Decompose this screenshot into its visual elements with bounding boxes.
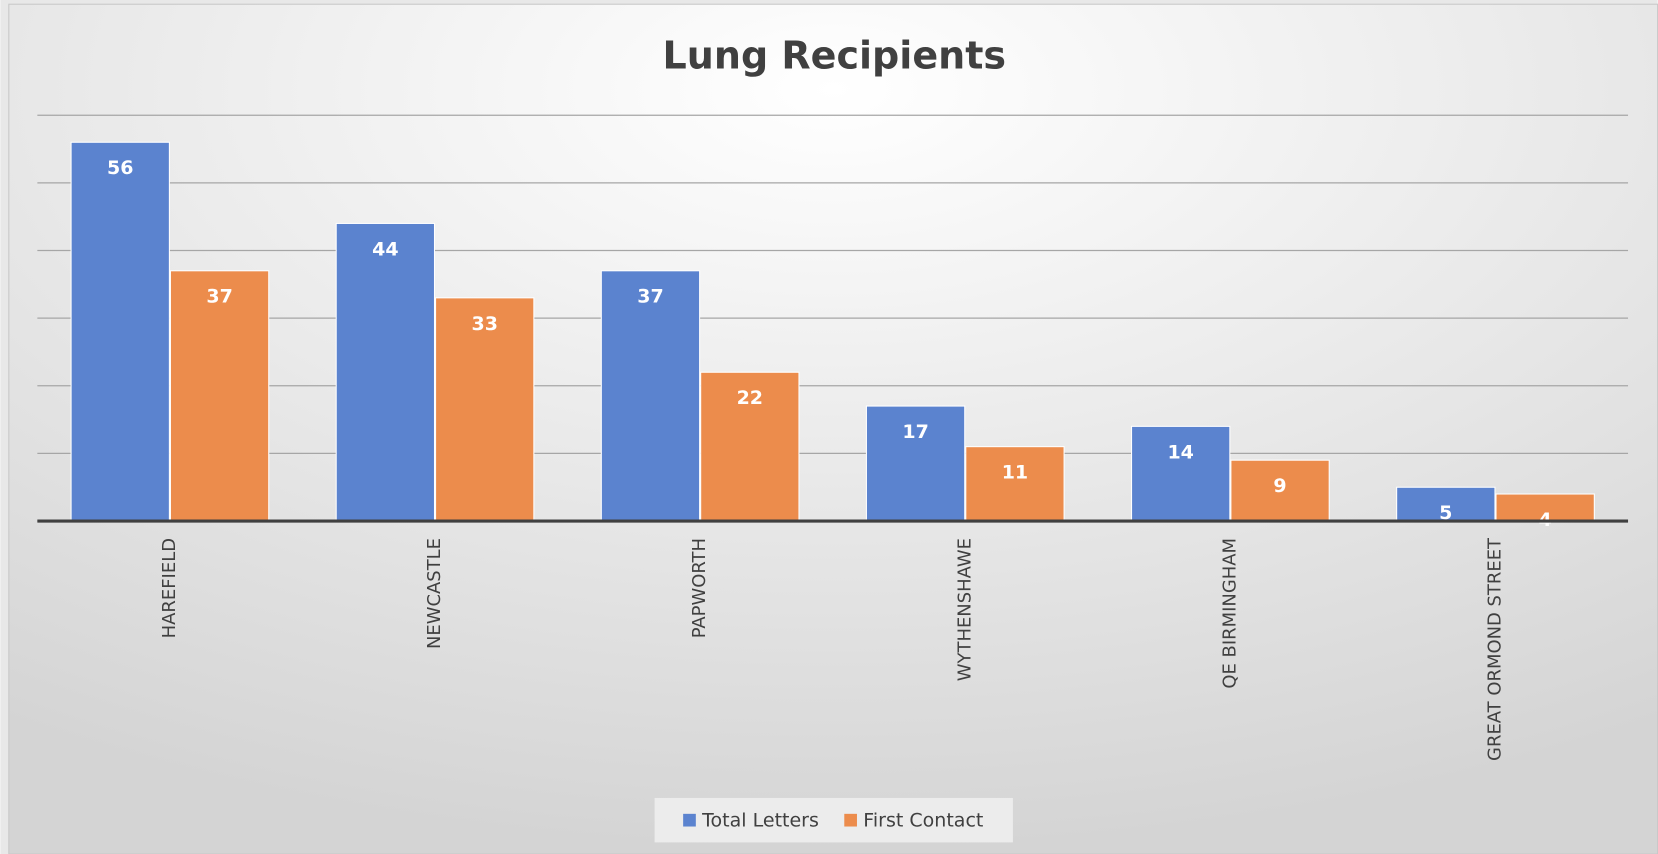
data-label: 5	[1439, 502, 1452, 524]
bar	[1495, 493, 1595, 522]
data-label: 56	[107, 157, 133, 179]
bar	[700, 371, 800, 522]
x-tick-label: NEWCASTLE	[424, 538, 445, 649]
data-label: 22	[737, 387, 763, 409]
bar	[435, 297, 535, 522]
bar	[1396, 486, 1496, 522]
data-label: 14	[1167, 441, 1193, 463]
data-label: 44	[372, 238, 398, 260]
legend-swatch	[844, 813, 857, 827]
legend-swatch	[683, 813, 696, 827]
bar	[965, 446, 1065, 522]
data-label: 11	[1002, 462, 1028, 484]
chart-title: Lung Recipients	[663, 34, 1006, 78]
data-label: 33	[471, 313, 497, 335]
bar	[865, 405, 966, 522]
x-tick-label: PAPWORTH	[689, 538, 710, 638]
bar	[169, 270, 270, 522]
bar	[1131, 425, 1231, 522]
x-tick-label: QE BIRMINGHAM	[1219, 538, 1240, 689]
bar	[335, 222, 436, 522]
legend-label: First Contact	[863, 810, 983, 832]
legend-label: Total Letters	[701, 810, 819, 832]
data-label: 37	[206, 286, 232, 308]
legend-box	[654, 797, 1013, 843]
data-label: 17	[902, 421, 928, 443]
bar	[600, 270, 701, 522]
data-label: 37	[637, 286, 663, 308]
x-tick-label: WYTHENSHAWE	[954, 538, 975, 681]
bar	[1230, 459, 1330, 522]
x-tick-label: GREAT ORMOND STREET	[1484, 537, 1505, 761]
x-tick-label: HAREFIELD	[159, 538, 180, 638]
chart-area	[8, 3, 1658, 854]
bar	[70, 141, 170, 522]
data-label: 9	[1273, 475, 1286, 497]
